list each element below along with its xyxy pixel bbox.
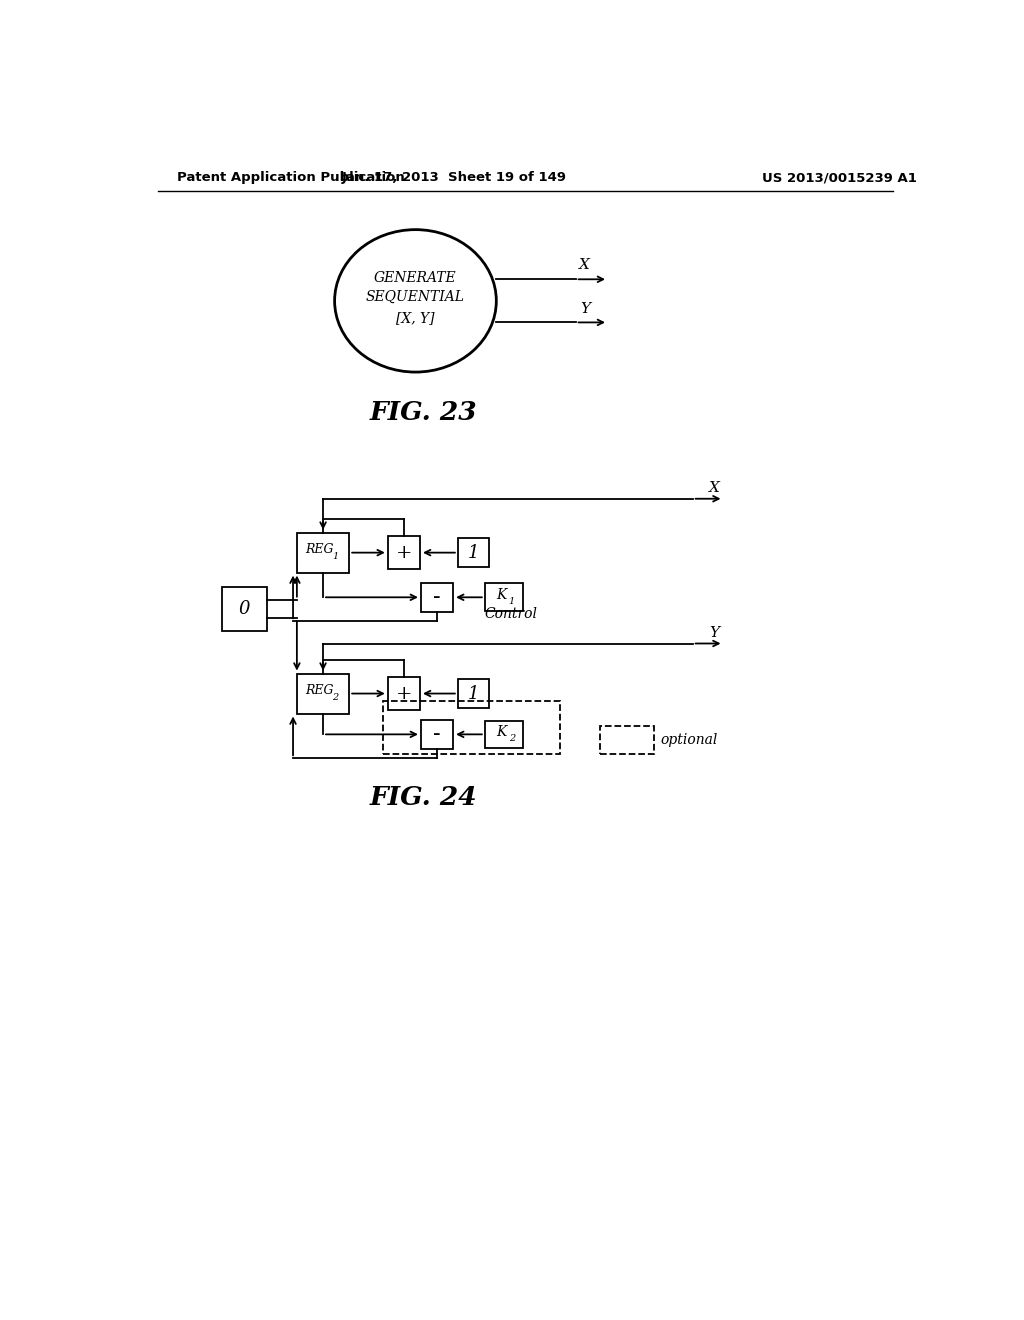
Bar [421,582,454,612]
Bar [600,726,654,754]
Text: Jan. 17, 2013  Sheet 19 of 149: Jan. 17, 2013 Sheet 19 of 149 [341,172,566,185]
Text: US 2013/0015239 A1: US 2013/0015239 A1 [762,172,916,185]
Text: REG: REG [305,684,334,697]
Text: 1: 1 [509,597,515,606]
Text: REG: REG [305,543,334,556]
Bar [297,673,349,714]
Text: FIG. 23: FIG. 23 [370,400,477,425]
Bar [458,539,488,568]
Text: FIG. 24: FIG. 24 [370,785,477,810]
Text: optional: optional [660,733,718,747]
Text: X: X [709,480,720,495]
Bar [388,677,420,710]
Text: Y: Y [580,301,590,315]
Bar [297,533,349,573]
Text: -: - [433,723,441,746]
Bar [383,701,560,754]
Text: 1: 1 [468,685,479,702]
Text: X: X [580,259,590,272]
Text: 0: 0 [239,599,250,618]
Bar [484,583,523,611]
Text: -: - [433,586,441,609]
Text: K: K [496,587,506,602]
Text: 1: 1 [468,544,479,561]
Text: +: + [395,685,412,702]
Ellipse shape [335,230,497,372]
Text: +: + [395,544,412,561]
Text: GENERATE: GENERATE [374,271,457,285]
Text: Patent Application Publication: Patent Application Publication [177,172,404,185]
Text: 2: 2 [509,734,515,743]
Bar [388,536,420,569]
Bar [484,721,523,748]
Text: SEQUENTIAL: SEQUENTIAL [366,290,465,304]
Bar [222,586,267,631]
Text: Y: Y [710,626,719,640]
Bar [458,678,488,708]
Text: 1: 1 [332,552,339,561]
Text: [X, Y]: [X, Y] [396,310,435,325]
Text: K: K [496,725,506,739]
Text: 2: 2 [332,693,339,702]
Text: Control: Control [484,607,538,622]
Bar [421,719,454,748]
